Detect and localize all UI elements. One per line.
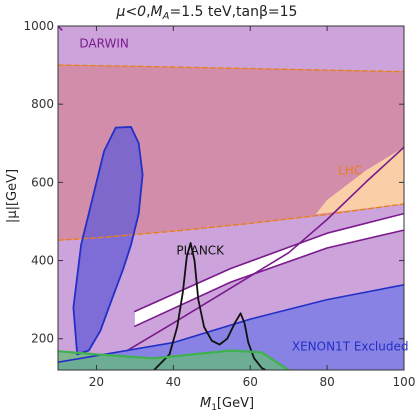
x-tick-label: 40 (166, 375, 181, 389)
region-planck (134, 213, 404, 327)
line-xenon1t-line (58, 283, 404, 364)
y-tick-label: 200 (31, 332, 54, 346)
x-tick-label: 60 (243, 375, 258, 389)
x-axis-label: M1[GeV] (200, 396, 254, 413)
region-lhc-edge (315, 147, 404, 215)
line-green-curve (58, 349, 290, 370)
line-purple-1 (126, 146, 404, 352)
plot-frame (57, 25, 405, 371)
x-tick-label: 80 (319, 375, 334, 389)
y-tick-label: 800 (31, 97, 54, 111)
annotation-lhc: LHC (338, 164, 362, 178)
x-tick-label: 100 (393, 375, 415, 389)
y-tick-label: 1000 (23, 19, 54, 33)
chart-title: μ<0,MA=1.5 teV,tanβ=15 (116, 4, 298, 22)
region-xenon1t (58, 284, 404, 370)
line-planck-curve (153, 242, 267, 370)
chart-lines (58, 26, 404, 370)
y-axis-label: |μ|[GeV] (5, 169, 20, 223)
annotation-xenon1t-excluded: XENON1T Excluded (292, 339, 409, 353)
chart-annotations: DARWIN LHC PLANCK XENON1T Excluded (79, 37, 408, 354)
y-tick-label: 400 (31, 254, 54, 268)
chart-regions (58, 26, 404, 370)
line-lhc-upper (58, 64, 404, 73)
annotation-darwin: DARWIN (79, 37, 128, 51)
region-xenon1t-contour (73, 126, 143, 355)
y-tick-label: 600 (31, 175, 54, 189)
line-darwin-boundary (58, 26, 63, 31)
line-purple-2 (134, 229, 404, 328)
axis-ticks: 20 40 60 80 100 200 400 600 800 1000 (23, 19, 415, 389)
region-lhc (58, 65, 404, 241)
line-blue-contour (72, 126, 144, 356)
annotation-planck: PLANCK (176, 244, 225, 258)
line-lhc-lower (58, 203, 404, 241)
region-direct-search (58, 350, 289, 370)
x-tick-label: 20 (89, 375, 104, 389)
